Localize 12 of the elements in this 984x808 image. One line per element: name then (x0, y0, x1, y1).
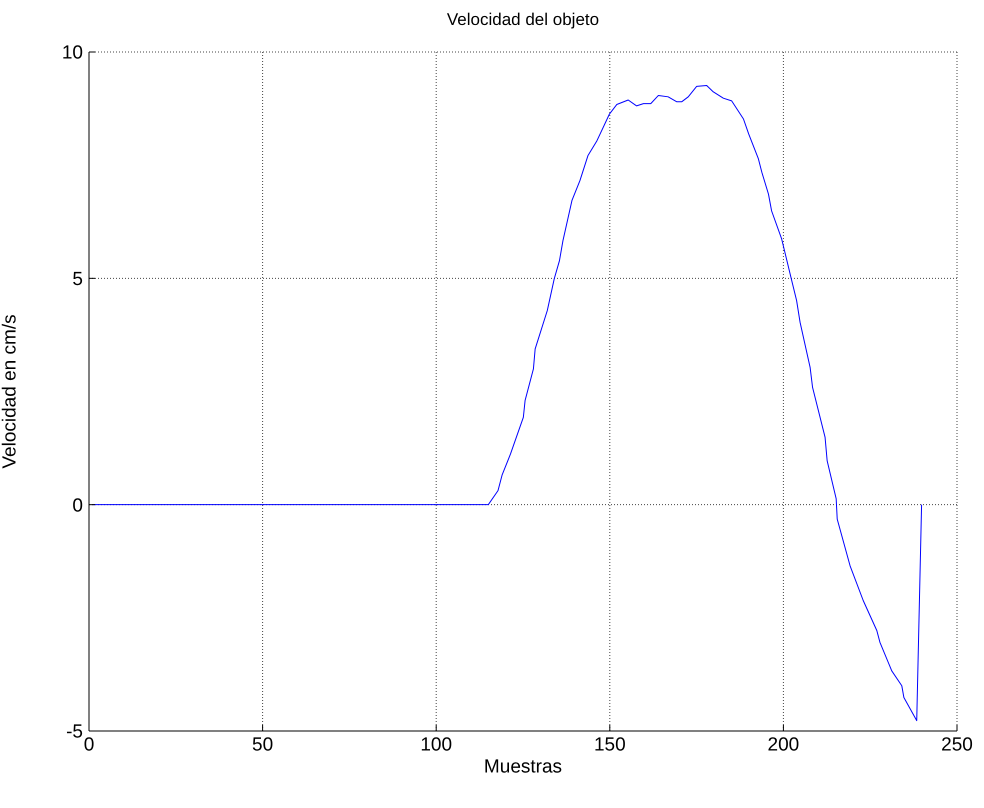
y-tick-label: 10 (62, 42, 83, 64)
x-axis-title: Muestras (484, 756, 562, 778)
x-tick-label: 150 (594, 734, 626, 756)
y-axis-title: Velocidad en cm/s (0, 314, 21, 469)
y-tick-label: 5 (72, 269, 83, 290)
x-tick-label: 50 (252, 734, 274, 756)
y-tick-label: -5 (66, 722, 83, 743)
y-tick-label: 0 (72, 495, 83, 516)
x-tick-label: 250 (941, 734, 973, 756)
x-tick-label: 100 (420, 734, 452, 756)
x-tick-label: 200 (768, 734, 800, 756)
chart-title: Velocidad del objeto (446, 10, 600, 30)
